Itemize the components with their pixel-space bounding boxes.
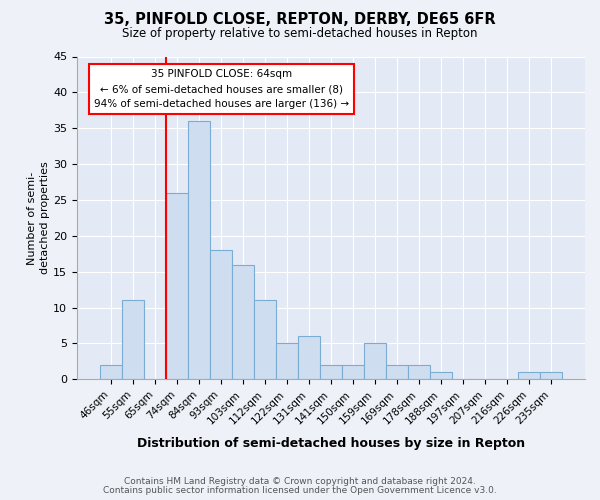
Bar <box>254 300 276 380</box>
Bar <box>100 365 122 380</box>
Text: Contains public sector information licensed under the Open Government Licence v3: Contains public sector information licen… <box>103 486 497 495</box>
Bar <box>122 300 144 380</box>
Text: 35 PINFOLD CLOSE: 64sqm
← 6% of semi-detached houses are smaller (8)
94% of semi: 35 PINFOLD CLOSE: 64sqm ← 6% of semi-det… <box>94 70 349 109</box>
Text: Contains HM Land Registry data © Crown copyright and database right 2024.: Contains HM Land Registry data © Crown c… <box>124 477 476 486</box>
Bar <box>342 365 364 380</box>
Bar <box>364 344 386 380</box>
Bar <box>430 372 452 380</box>
Bar <box>210 250 232 380</box>
Bar <box>320 365 342 380</box>
Text: 35, PINFOLD CLOSE, REPTON, DERBY, DE65 6FR: 35, PINFOLD CLOSE, REPTON, DERBY, DE65 6… <box>104 12 496 28</box>
Bar <box>276 344 298 380</box>
Bar <box>232 264 254 380</box>
Bar <box>188 121 210 380</box>
Bar <box>386 365 408 380</box>
Bar <box>298 336 320 380</box>
Bar <box>408 365 430 380</box>
Bar <box>540 372 562 380</box>
X-axis label: Distribution of semi-detached houses by size in Repton: Distribution of semi-detached houses by … <box>137 437 525 450</box>
Y-axis label: Number of semi-
detached properties: Number of semi- detached properties <box>27 162 50 274</box>
Bar <box>518 372 540 380</box>
Text: Size of property relative to semi-detached houses in Repton: Size of property relative to semi-detach… <box>122 28 478 40</box>
Bar <box>166 193 188 380</box>
